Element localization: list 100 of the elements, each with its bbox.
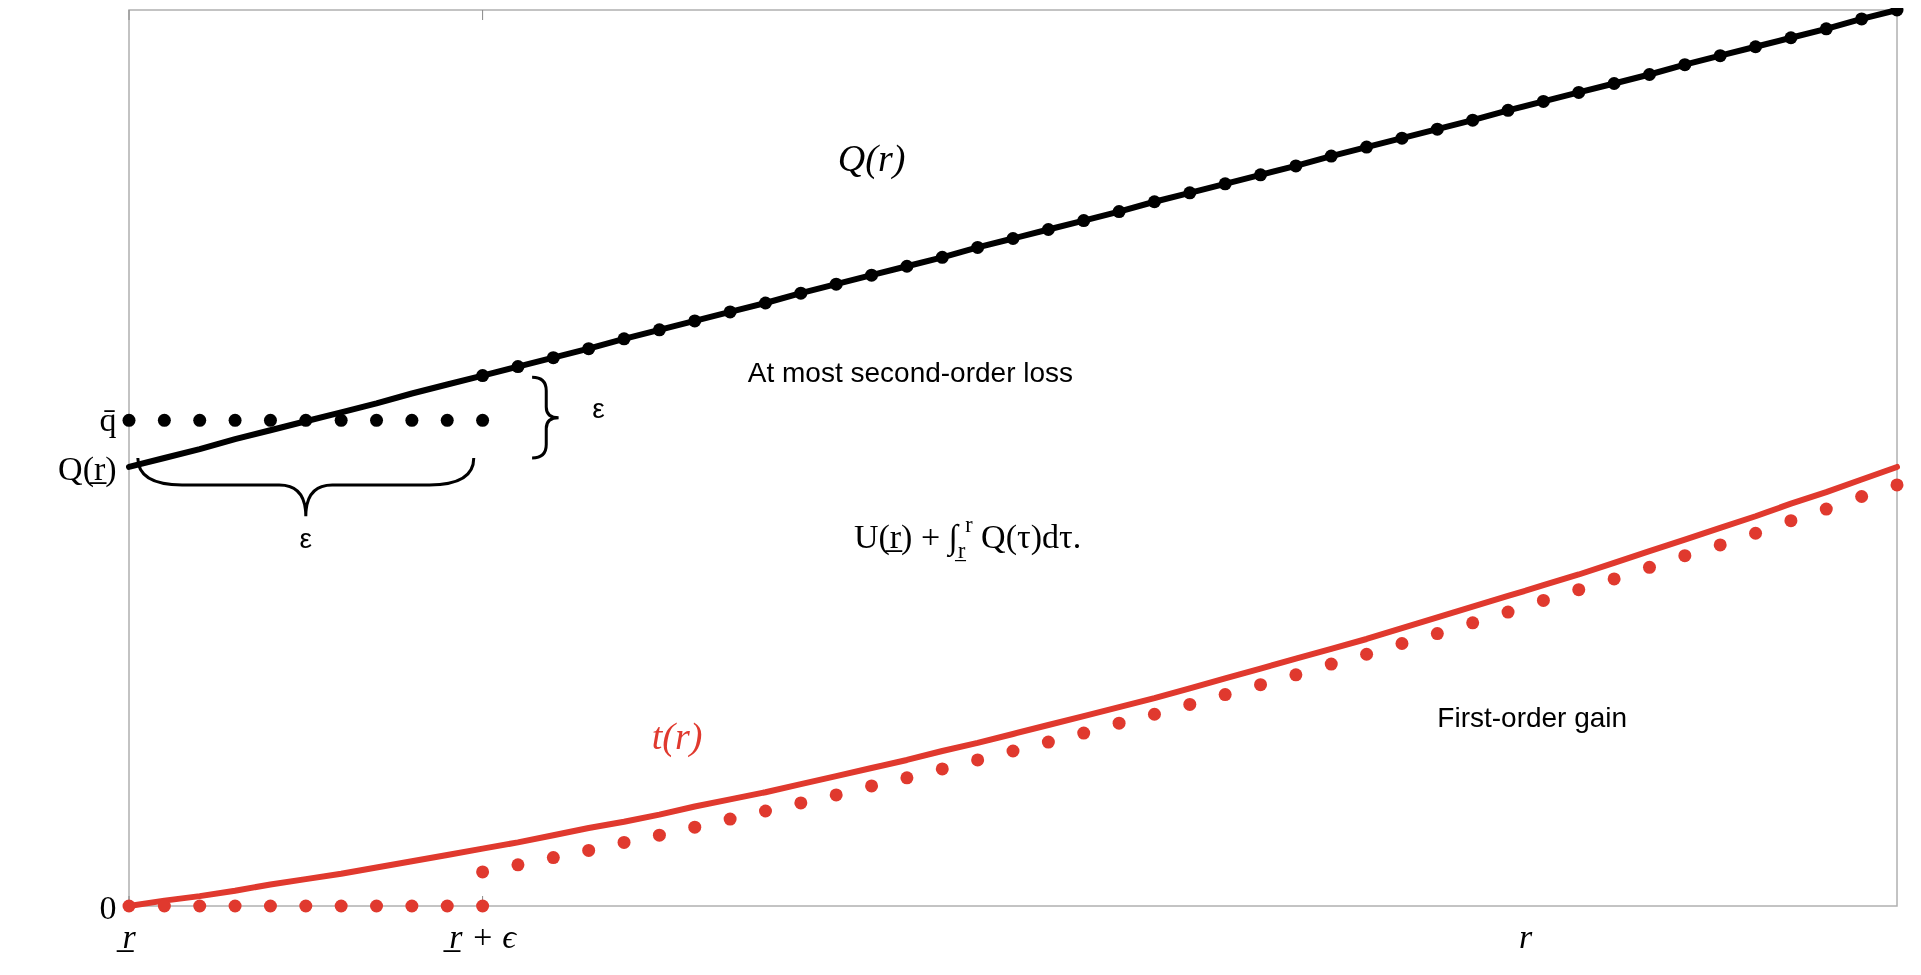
point xyxy=(900,259,914,273)
point xyxy=(652,828,666,842)
point xyxy=(1218,688,1232,702)
point xyxy=(900,771,914,785)
point xyxy=(971,753,985,767)
point xyxy=(935,762,949,776)
point xyxy=(1572,85,1586,99)
point xyxy=(1501,605,1515,619)
point xyxy=(1607,572,1621,586)
point xyxy=(794,286,808,300)
point xyxy=(1006,231,1020,245)
point xyxy=(617,835,631,849)
point xyxy=(829,788,843,802)
point xyxy=(935,250,949,264)
point xyxy=(1536,94,1550,108)
point xyxy=(971,240,985,254)
point xyxy=(758,804,772,818)
point xyxy=(688,314,702,328)
point xyxy=(334,899,348,913)
point xyxy=(1254,678,1268,692)
point xyxy=(1713,49,1727,63)
point xyxy=(157,413,171,427)
text: Q(r̲) xyxy=(58,450,117,489)
point xyxy=(1324,149,1338,163)
point xyxy=(1607,76,1621,90)
point xyxy=(1147,195,1161,209)
point xyxy=(1819,22,1833,36)
point xyxy=(299,413,313,427)
x-tick-label: r̲ + ϵ xyxy=(442,918,518,955)
point xyxy=(1466,616,1480,630)
point xyxy=(511,360,525,374)
point xyxy=(1041,735,1055,749)
point xyxy=(1819,502,1833,516)
text: 0 xyxy=(99,889,117,927)
point xyxy=(1395,636,1409,650)
point xyxy=(1254,168,1268,182)
point xyxy=(299,899,313,913)
annotation: ε xyxy=(299,522,313,554)
point xyxy=(1360,140,1374,154)
point xyxy=(1218,177,1232,191)
annotation: First-order gain xyxy=(1437,701,1628,733)
point xyxy=(122,899,136,913)
point xyxy=(1855,490,1869,504)
point xyxy=(122,413,136,427)
series-label: t(r) xyxy=(651,715,703,759)
point xyxy=(263,413,277,427)
point xyxy=(263,899,277,913)
point xyxy=(228,413,242,427)
text: q̄ xyxy=(99,401,117,439)
point xyxy=(1749,40,1763,54)
point xyxy=(652,323,666,337)
point xyxy=(1749,526,1763,540)
point xyxy=(582,843,596,857)
point xyxy=(193,413,207,427)
point xyxy=(1855,12,1869,26)
point xyxy=(440,413,454,427)
point xyxy=(1430,122,1444,136)
point xyxy=(1678,58,1692,72)
point xyxy=(1183,186,1197,200)
point xyxy=(476,899,490,913)
annotation: ε xyxy=(592,392,605,424)
point xyxy=(1536,593,1550,607)
point xyxy=(1713,538,1727,552)
point xyxy=(758,296,772,310)
point xyxy=(1077,214,1091,228)
point xyxy=(1289,668,1303,682)
point xyxy=(723,812,737,826)
point xyxy=(370,413,384,427)
point xyxy=(1324,657,1338,671)
point xyxy=(1572,583,1586,597)
point xyxy=(546,851,560,865)
point xyxy=(1289,159,1303,173)
point xyxy=(1678,549,1692,563)
point xyxy=(1784,31,1798,45)
point xyxy=(617,332,631,346)
point xyxy=(1642,560,1656,574)
point xyxy=(546,351,560,365)
point xyxy=(334,413,348,427)
annotation: U(r̲) + ∫$_{r̲}$$^{r}$ Q(τ)dτ. xyxy=(853,512,1082,563)
point xyxy=(794,796,808,810)
point xyxy=(1890,478,1904,492)
point xyxy=(582,342,596,356)
point xyxy=(1501,103,1515,117)
point xyxy=(476,369,490,383)
point xyxy=(1360,647,1374,661)
point xyxy=(1077,726,1091,740)
point xyxy=(829,277,843,291)
point xyxy=(1642,68,1656,82)
point xyxy=(1395,131,1409,145)
point xyxy=(476,413,490,427)
point xyxy=(405,899,419,913)
point xyxy=(511,858,525,872)
point xyxy=(1466,113,1480,127)
point xyxy=(476,865,490,879)
point xyxy=(1112,205,1126,219)
point xyxy=(1112,716,1126,730)
point xyxy=(405,413,419,427)
annotation: At most second-order loss xyxy=(747,356,1074,388)
x-tick-label: r̲ xyxy=(115,918,137,955)
point xyxy=(723,305,737,319)
